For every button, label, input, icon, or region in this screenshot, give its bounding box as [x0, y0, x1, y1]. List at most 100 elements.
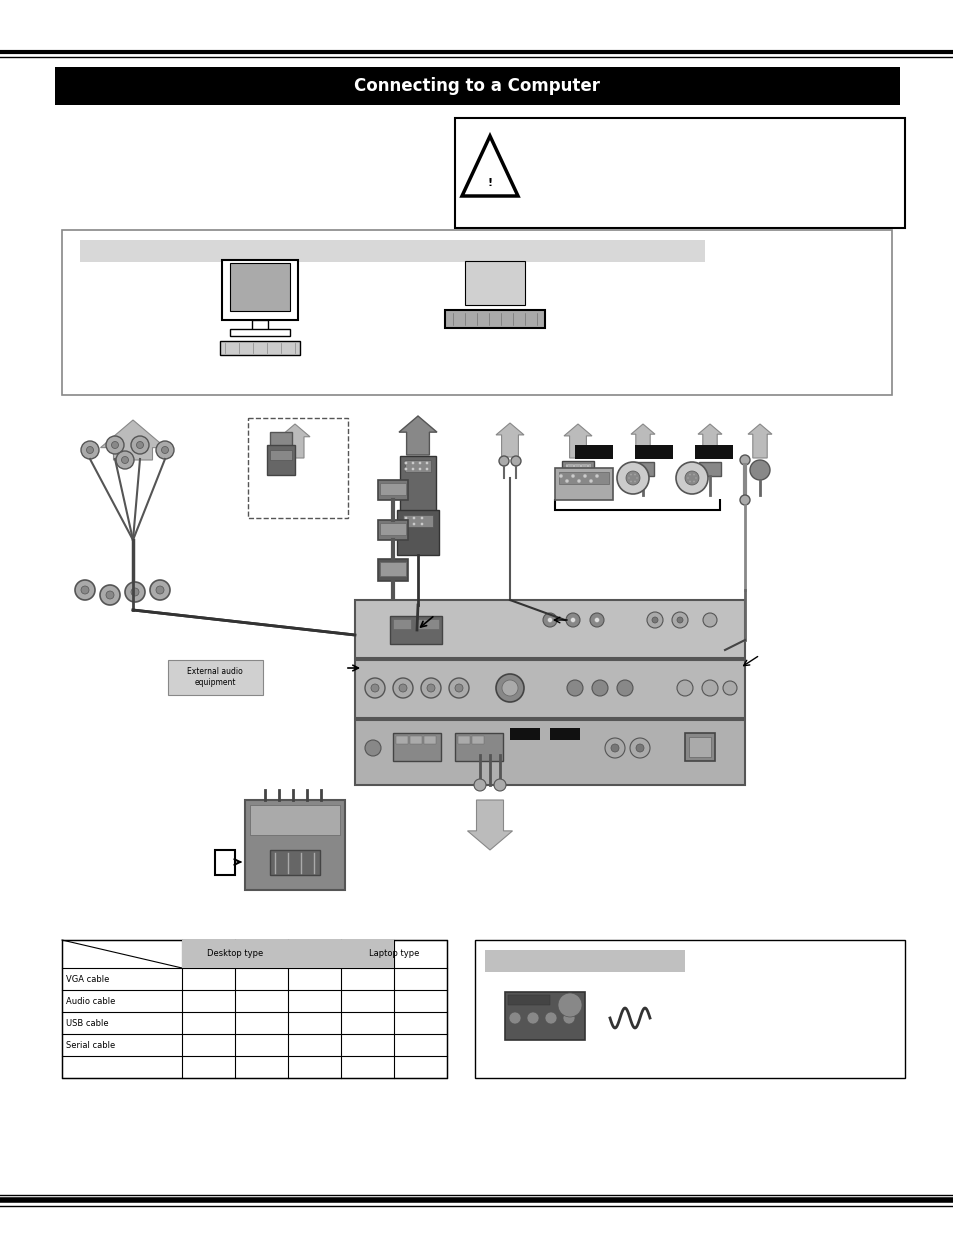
Bar: [399, 456, 436, 511]
Circle shape: [412, 522, 416, 526]
Circle shape: [509, 1011, 520, 1024]
Polygon shape: [467, 800, 512, 850]
Circle shape: [425, 468, 428, 471]
Bar: [270, 450, 292, 459]
Bar: [564, 463, 590, 471]
Circle shape: [566, 680, 582, 697]
Circle shape: [692, 480, 695, 483]
Circle shape: [636, 743, 643, 752]
Circle shape: [547, 618, 552, 622]
Polygon shape: [398, 416, 436, 454]
Circle shape: [629, 480, 631, 483]
Circle shape: [365, 678, 385, 698]
Bar: [222, 261, 297, 320]
Bar: [684, 734, 714, 761]
Bar: [393, 734, 440, 761]
Circle shape: [427, 684, 435, 692]
Bar: [252, 320, 268, 330]
Circle shape: [449, 678, 469, 698]
Circle shape: [677, 680, 692, 697]
Text: Desktop type: Desktop type: [207, 950, 263, 958]
Polygon shape: [698, 424, 721, 458]
Bar: [182, 940, 288, 968]
Bar: [416, 619, 438, 629]
Circle shape: [526, 1011, 538, 1024]
Circle shape: [398, 684, 407, 692]
Bar: [410, 736, 421, 743]
Circle shape: [542, 613, 557, 627]
Bar: [575, 445, 613, 459]
Bar: [393, 619, 411, 629]
Polygon shape: [563, 424, 592, 458]
Bar: [455, 734, 502, 761]
Text: Serial cable: Serial cable: [66, 1041, 115, 1050]
Bar: [234, 1034, 288, 1056]
Bar: [288, 1056, 340, 1078]
Bar: [355, 659, 744, 718]
Circle shape: [474, 779, 485, 790]
Circle shape: [651, 618, 658, 622]
Circle shape: [411, 462, 414, 464]
Bar: [395, 736, 408, 743]
Bar: [245, 800, 345, 890]
Bar: [631, 462, 654, 475]
Circle shape: [594, 618, 598, 622]
Bar: [230, 329, 290, 336]
Bar: [288, 940, 394, 968]
Circle shape: [629, 473, 631, 475]
Circle shape: [586, 464, 589, 467]
Circle shape: [425, 462, 428, 464]
Bar: [340, 1011, 394, 1034]
Text: External audio
equipment: External audio equipment: [187, 667, 243, 687]
Circle shape: [150, 580, 170, 600]
Bar: [561, 461, 594, 479]
Circle shape: [740, 454, 749, 466]
Circle shape: [636, 477, 638, 479]
Circle shape: [604, 739, 624, 758]
Text: Connecting to a Computer: Connecting to a Computer: [355, 77, 599, 95]
Bar: [377, 520, 408, 540]
Circle shape: [106, 592, 113, 599]
Bar: [250, 805, 339, 835]
Bar: [182, 1011, 234, 1034]
Circle shape: [161, 447, 169, 453]
Circle shape: [494, 779, 505, 790]
Bar: [550, 727, 579, 740]
Bar: [267, 445, 294, 475]
Circle shape: [595, 474, 598, 478]
Bar: [379, 522, 406, 535]
Bar: [390, 616, 441, 643]
Circle shape: [579, 464, 581, 467]
Circle shape: [627, 477, 629, 479]
Bar: [510, 727, 539, 740]
Circle shape: [571, 474, 575, 478]
Bar: [214, 850, 234, 876]
Circle shape: [749, 459, 769, 480]
Bar: [55, 67, 899, 105]
Circle shape: [582, 474, 586, 478]
Circle shape: [592, 680, 607, 697]
Circle shape: [740, 495, 749, 505]
Bar: [455, 119, 904, 228]
Circle shape: [412, 516, 416, 520]
Bar: [62, 940, 447, 1078]
Circle shape: [411, 468, 414, 471]
Circle shape: [617, 680, 633, 697]
Polygon shape: [747, 424, 771, 458]
Polygon shape: [702, 986, 727, 1040]
Bar: [484, 950, 684, 972]
Circle shape: [404, 462, 407, 464]
Bar: [507, 995, 550, 1005]
Circle shape: [617, 462, 648, 494]
Circle shape: [496, 674, 523, 701]
Circle shape: [570, 618, 575, 622]
Bar: [457, 736, 470, 743]
Circle shape: [136, 441, 143, 448]
Circle shape: [634, 473, 636, 475]
Text: VGA cable: VGA cable: [66, 974, 110, 983]
Circle shape: [365, 740, 380, 756]
Circle shape: [692, 473, 695, 475]
Circle shape: [404, 468, 407, 471]
Circle shape: [565, 464, 568, 467]
Bar: [270, 432, 292, 446]
